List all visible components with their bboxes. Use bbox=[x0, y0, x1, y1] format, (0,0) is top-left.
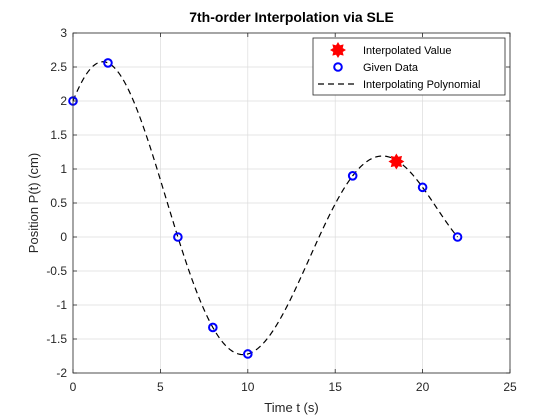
legend-star-marker bbox=[330, 42, 346, 58]
y-tick-label: -2 bbox=[56, 366, 67, 380]
legend-label-given-data: Given Data bbox=[363, 62, 419, 74]
x-tick-label: 10 bbox=[241, 380, 255, 394]
x-tick-label: 15 bbox=[329, 380, 343, 394]
x-tick-label: 0 bbox=[70, 380, 77, 394]
given-data-point bbox=[208, 322, 218, 333]
given-data-point bbox=[347, 171, 358, 181]
y-tick-label: 2 bbox=[60, 94, 67, 108]
y-tick-label: 1.5 bbox=[50, 128, 67, 142]
given-data-point bbox=[417, 182, 428, 193]
y-axis-title: Position P(t) (cm) bbox=[26, 153, 41, 253]
legend-entry-interpolating-polynomial: Interpolating Polynomial bbox=[318, 79, 480, 91]
y-tick-label: 0 bbox=[60, 230, 67, 244]
y-tick-labels: -2 -1.5 -1 -0.5 0 0.5 1 1.5 2 2.5 3 bbox=[46, 26, 67, 380]
legend-star-marker-icon bbox=[330, 42, 346, 58]
x-tick-label: 20 bbox=[416, 380, 430, 394]
legend-circle-marker-icon bbox=[333, 62, 343, 72]
given-data-point bbox=[173, 232, 183, 242]
interpolating-polynomial-line bbox=[72, 61, 459, 356]
y-tick-label: -1 bbox=[56, 298, 67, 312]
interpolated-value-point bbox=[388, 153, 405, 170]
legend-entry-interpolated-value: Interpolated Value bbox=[330, 42, 451, 58]
legend-label-interpolated-value: Interpolated Value bbox=[363, 45, 451, 57]
legend-circle-marker bbox=[333, 62, 343, 72]
given-data-point bbox=[103, 58, 113, 68]
y-tick-label: -0.5 bbox=[46, 264, 67, 278]
legend: Interpolated Value Given Data Interpolat… bbox=[312, 37, 506, 96]
y-tick-label: 1 bbox=[60, 162, 67, 176]
tick-marks bbox=[72, 32, 511, 374]
given-data-point bbox=[243, 349, 253, 359]
legend-entry-given-data: Given Data bbox=[333, 62, 419, 74]
given-data-point bbox=[452, 232, 463, 242]
y-tick-label: 0.5 bbox=[50, 196, 67, 210]
x-axis-title: Time t (s) bbox=[264, 400, 318, 415]
legend-label-interpolating-polynomial: Interpolating Polynomial bbox=[363, 79, 480, 91]
y-tick-label: -1.5 bbox=[46, 332, 67, 346]
x-tick-label: 25 bbox=[503, 380, 517, 394]
x-tick-labels: 0 5 10 15 20 25 bbox=[70, 380, 517, 394]
legend-box bbox=[312, 37, 506, 96]
y-tick-label: 2.5 bbox=[50, 60, 67, 74]
curve-layer bbox=[72, 61, 459, 356]
x-tick-label: 5 bbox=[157, 380, 164, 394]
chart-title: 7th-order Interpolation via SLE bbox=[189, 9, 394, 25]
y-tick-label: 3 bbox=[60, 26, 67, 40]
